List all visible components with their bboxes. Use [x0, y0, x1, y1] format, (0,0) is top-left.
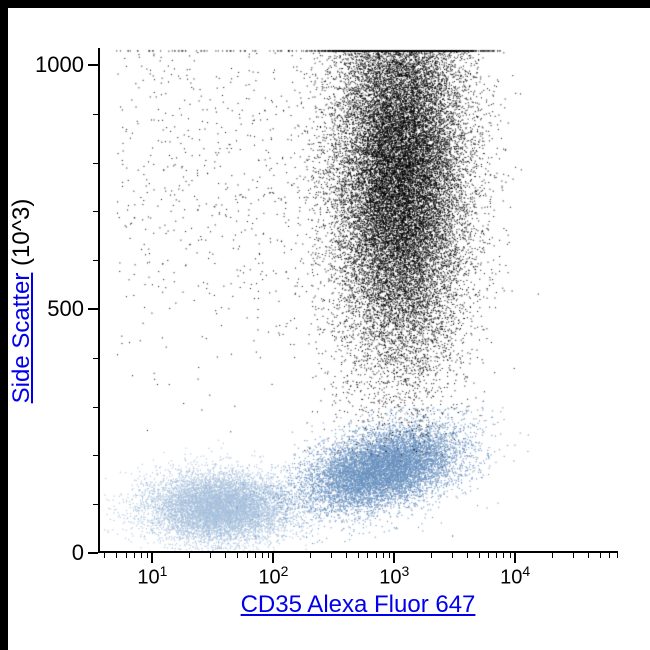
x-minor-tick [247, 553, 248, 558]
y-axis-line [98, 48, 100, 553]
x-minor-tick [503, 553, 504, 558]
chart-frame: Side Scatter (10^3) CD35 Alexa Fluor 647… [0, 0, 650, 650]
y-axis-label-link[interactable]: Side Scatter [8, 272, 35, 403]
x-minor-tick [510, 553, 511, 558]
x-axis-line [98, 551, 618, 553]
x-major-tick [514, 553, 516, 563]
x-axis-label: CD35 Alexa Fluor 647 [241, 591, 476, 619]
x-major-tick [393, 553, 395, 563]
x-tick-label: 103 [379, 563, 409, 590]
scatter-canvas [98, 48, 618, 553]
x-minor-tick [588, 553, 589, 558]
plot-area [98, 48, 618, 553]
x-minor-tick [617, 553, 618, 558]
x-minor-tick [358, 553, 359, 558]
x-minor-tick [346, 553, 347, 558]
x-minor-tick [367, 553, 368, 558]
x-minor-tick [331, 553, 332, 558]
x-minor-tick [126, 553, 127, 558]
x-minor-tick [225, 553, 226, 558]
x-minor-tick [452, 553, 453, 558]
x-minor-tick [147, 553, 148, 558]
y-major-tick [88, 552, 98, 554]
x-major-tick [272, 553, 274, 563]
x-minor-tick [255, 553, 256, 558]
x-minor-tick [488, 553, 489, 558]
x-minor-tick [383, 553, 384, 558]
x-minor-tick [376, 553, 377, 558]
x-minor-tick [189, 553, 190, 558]
x-minor-tick [389, 553, 390, 558]
x-tick-label: 104 [500, 563, 530, 590]
outer-left-margin [0, 0, 8, 650]
x-minor-tick [496, 553, 497, 558]
x-minor-tick [609, 553, 610, 558]
y-tick-label: 0 [72, 540, 84, 566]
x-minor-tick [262, 553, 263, 558]
x-minor-tick [479, 553, 480, 558]
y-major-tick [88, 64, 98, 66]
x-minor-tick [310, 553, 311, 558]
x-minor-tick [467, 553, 468, 558]
x-minor-tick [116, 553, 117, 558]
x-minor-tick [431, 553, 432, 558]
y-tick-label: 500 [47, 296, 84, 322]
x-tick-label: 102 [258, 563, 288, 590]
y-axis-label-units: (10^3) [8, 198, 35, 272]
x-minor-tick [134, 553, 135, 558]
x-minor-tick [141, 553, 142, 558]
y-axis-label: Side Scatter (10^3) [8, 198, 36, 403]
x-minor-tick [573, 553, 574, 558]
x-minor-tick [600, 553, 601, 558]
x-minor-tick [104, 553, 105, 558]
x-axis-label-link[interactable]: CD35 Alexa Fluor 647 [241, 591, 476, 618]
x-minor-tick [237, 553, 238, 558]
x-minor-tick [210, 553, 211, 558]
outer-top-margin [0, 0, 650, 8]
x-tick-label: 101 [137, 563, 167, 590]
y-tick-label: 1000 [35, 52, 84, 78]
x-minor-tick [268, 553, 269, 558]
y-major-tick [88, 308, 98, 310]
x-minor-tick [552, 553, 553, 558]
x-major-tick [151, 553, 153, 563]
